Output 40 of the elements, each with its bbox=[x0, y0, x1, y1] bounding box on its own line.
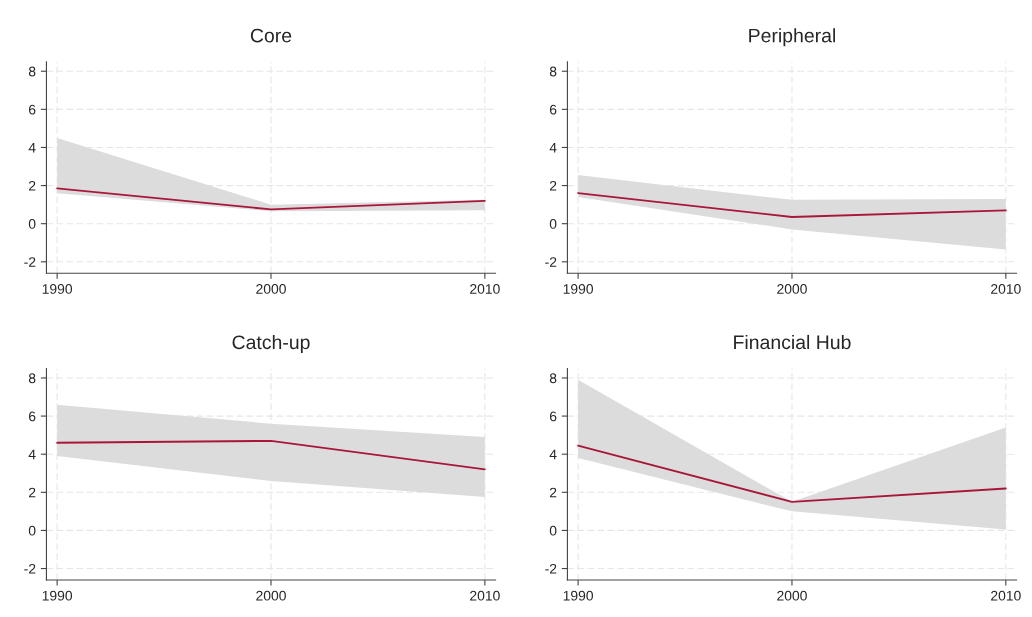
y-tick-label: 2 bbox=[549, 180, 557, 191]
y-tick-label: 8 bbox=[549, 66, 557, 77]
y-tick-label: 6 bbox=[549, 411, 557, 422]
y-tick-label: 4 bbox=[549, 449, 557, 460]
y-tick-label: 2 bbox=[29, 180, 36, 191]
y-tick-label: 4 bbox=[549, 142, 557, 153]
x-tick-label: 1990 bbox=[42, 284, 73, 294]
chart-title: Catch-up bbox=[232, 334, 310, 354]
y-tick-label: 0 bbox=[28, 219, 36, 229]
x-tick-label: 2000 bbox=[256, 590, 286, 601]
x-tick-label: 1990 bbox=[563, 284, 594, 294]
chart-title: Core bbox=[250, 28, 292, 43]
x-tick-label: 2010 bbox=[991, 590, 1021, 601]
y-tick-label: 6 bbox=[29, 411, 36, 422]
y-tick-label: 4 bbox=[28, 142, 36, 153]
x-tick-label: 2000 bbox=[256, 284, 286, 294]
y-tick-label: 0 bbox=[549, 525, 557, 536]
y-tick-label: -2 bbox=[545, 257, 557, 267]
y-tick-label: -2 bbox=[545, 563, 557, 574]
y-tick-label: 8 bbox=[28, 373, 36, 384]
x-tick-label: 1990 bbox=[563, 590, 594, 601]
x-tick-label: 1990 bbox=[42, 590, 73, 601]
y-tick-label: 0 bbox=[28, 525, 36, 536]
chart-title: Financial Hub bbox=[734, 334, 851, 350]
x-tick-label: 2010 bbox=[470, 590, 500, 601]
chart-title: Peripheral bbox=[749, 28, 835, 47]
y-tick-label: 4 bbox=[28, 449, 36, 460]
y-tick-label: 6 bbox=[549, 104, 557, 115]
x-tick-label: 2010 bbox=[991, 284, 1021, 294]
y-tick-label: 6 bbox=[29, 104, 36, 115]
y-tick-label: -2 bbox=[24, 257, 36, 267]
y-tick-label: 8 bbox=[28, 66, 36, 77]
y-tick-label: 2 bbox=[29, 487, 36, 498]
y-tick-label: 2 bbox=[549, 487, 557, 498]
x-tick-label: 2010 bbox=[470, 284, 500, 294]
y-tick-label: 0 bbox=[549, 219, 557, 229]
y-tick-label: -2 bbox=[24, 563, 36, 574]
y-tick-label: 8 bbox=[549, 373, 557, 384]
x-tick-label: 2000 bbox=[777, 284, 807, 294]
x-tick-label: 2000 bbox=[777, 590, 807, 601]
